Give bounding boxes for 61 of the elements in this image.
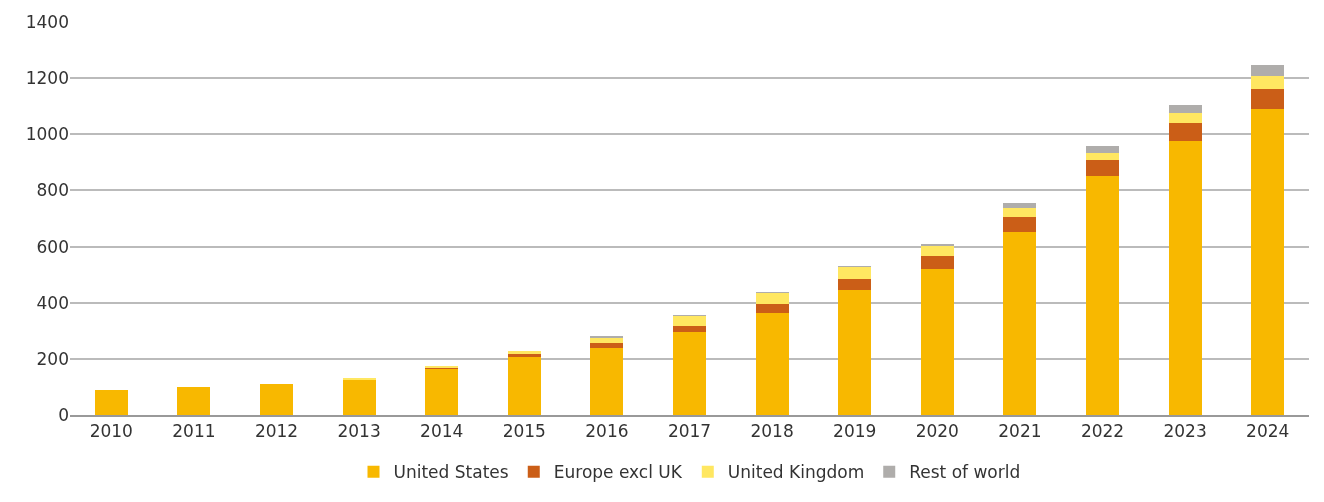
bar xyxy=(1251,65,1285,77)
bar xyxy=(1168,141,1202,415)
legend-label: Europe excl UK xyxy=(553,462,683,483)
bar xyxy=(259,384,294,415)
bar xyxy=(755,292,789,304)
legend-label: Rest of world xyxy=(909,462,1021,483)
bar xyxy=(920,245,954,256)
bar xyxy=(590,343,624,348)
bar xyxy=(920,269,954,415)
y-tick-label: 200 xyxy=(36,348,69,369)
bar xyxy=(1085,160,1120,176)
bar xyxy=(1003,207,1037,218)
bar xyxy=(1251,76,1285,90)
x-tick-label: 2024 xyxy=(1246,421,1290,442)
x-tick-label: 2018 xyxy=(750,421,794,442)
bar xyxy=(1003,203,1037,208)
y-tick-label: 1200 xyxy=(25,68,69,89)
bar xyxy=(425,368,459,415)
x-tick-label: 2014 xyxy=(420,421,464,442)
y-tick-label: 600 xyxy=(36,236,69,257)
x-tick-label: 2010 xyxy=(89,421,133,442)
bar xyxy=(920,255,954,270)
bar xyxy=(1251,89,1285,110)
bar xyxy=(1168,104,1202,113)
y-tick-label: 400 xyxy=(36,292,69,313)
bar xyxy=(755,313,789,415)
bar xyxy=(1085,145,1120,153)
bar xyxy=(672,332,707,415)
bar xyxy=(590,347,624,415)
x-tick-label: 2023 xyxy=(1163,421,1207,442)
bar xyxy=(838,266,872,279)
bar xyxy=(1168,122,1202,142)
x-tick-label: 2015 xyxy=(502,421,546,442)
x-tick-label: 2013 xyxy=(337,421,381,442)
y-tick-label: 1400 xyxy=(25,11,69,32)
bar xyxy=(838,278,872,291)
legend-label: United States xyxy=(393,462,509,483)
bar xyxy=(755,303,789,314)
bar xyxy=(1003,231,1037,415)
x-tick-label: 2017 xyxy=(667,421,712,442)
x-tick-label: 2020 xyxy=(915,421,959,442)
bar xyxy=(507,357,541,415)
bar xyxy=(94,389,128,415)
bar xyxy=(1085,175,1120,415)
bar xyxy=(342,379,376,415)
x-tick-label: 2016 xyxy=(585,421,629,442)
bar xyxy=(838,290,872,415)
y-tick-label: 800 xyxy=(36,180,69,201)
x-tick-label: 2019 xyxy=(833,421,877,442)
x-tick-label: 2011 xyxy=(172,421,216,442)
y-tick-label: 1000 xyxy=(25,124,69,145)
bar xyxy=(672,315,707,326)
bar xyxy=(177,386,211,415)
bar xyxy=(1168,112,1202,123)
bar xyxy=(1003,217,1037,232)
y-tick-label: 0 xyxy=(58,404,69,425)
x-tick-label: 2021 xyxy=(998,421,1042,442)
x-tick-label: 2022 xyxy=(1080,421,1125,442)
bar xyxy=(1251,109,1285,415)
x-tick-label: 2012 xyxy=(254,421,299,442)
legend-label: United Kingdom xyxy=(727,462,865,483)
